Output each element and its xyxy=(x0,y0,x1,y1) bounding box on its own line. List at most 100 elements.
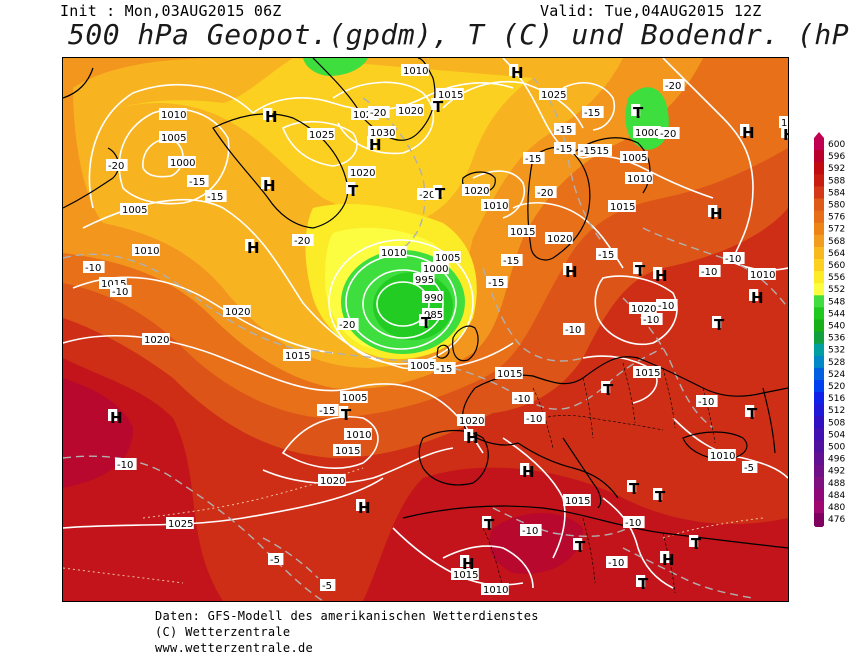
temperature-label: -10 xyxy=(723,252,745,265)
pressure-label: 1010 xyxy=(379,246,407,259)
pressure-label-box xyxy=(223,305,251,317)
temperature-label-box xyxy=(83,261,105,273)
high-pressure-marker-text: H xyxy=(247,239,260,257)
pressure-label-box xyxy=(368,126,396,138)
low-pressure-marker: T xyxy=(339,406,352,424)
high-pressure-marker-text: H xyxy=(358,499,371,517)
temperature-label: -15 xyxy=(187,175,209,188)
pressure-label: 1005 xyxy=(340,391,368,404)
temperature-label: -10 xyxy=(524,412,546,425)
temperature-label: -10 xyxy=(696,395,718,408)
pressure-label-box xyxy=(508,225,536,237)
high-pressure-marker: H xyxy=(653,267,668,285)
pressure-label-box xyxy=(348,166,376,178)
pressure-label-text: 1005 xyxy=(342,393,367,404)
temperature-label-box xyxy=(523,152,545,164)
temperature-label: -10 xyxy=(623,516,645,529)
temperature-label-text: -10 xyxy=(701,267,717,278)
temperature-label-box xyxy=(524,412,546,424)
low-pressure-marker-box xyxy=(419,314,429,326)
chart-title: 500 hPa Geopot.(gpdm), T (C) und Bodendr… xyxy=(68,18,850,51)
low-pressure-marker-box xyxy=(653,488,663,500)
pressure-label-text: 1020 xyxy=(398,106,423,117)
temperature-label: -10 xyxy=(110,285,132,298)
temperature-label-box xyxy=(434,362,456,374)
pressure-label: 1025 xyxy=(539,88,567,101)
pressure-label-box xyxy=(633,366,661,378)
legend-value: 556 xyxy=(828,273,845,283)
pressure-label-box xyxy=(608,200,636,212)
legend-arrow-down-icon xyxy=(814,525,824,527)
high-pressure-marker: H xyxy=(367,136,382,154)
pressure-label-box xyxy=(168,156,196,168)
legend-value: 588 xyxy=(828,176,845,186)
pressure-label: 1015 xyxy=(508,225,536,238)
low-pressure-marker-box xyxy=(636,575,646,587)
temperature-label: -15 xyxy=(434,362,456,375)
legend-value: 584 xyxy=(828,188,845,198)
pressure-label: 1000 xyxy=(421,262,449,275)
legend-swatch xyxy=(814,416,824,429)
pressure-label: 1010 xyxy=(344,428,372,441)
pressure-label-box xyxy=(159,131,187,143)
high-pressure-marker-box xyxy=(356,499,366,511)
legend-swatch xyxy=(814,198,824,212)
legend-swatch xyxy=(814,150,824,163)
temperature-label-box xyxy=(106,159,128,171)
high-pressure-marker-text: H xyxy=(462,555,475,573)
temperature-label-text: -20 xyxy=(370,108,386,119)
temperature-label-box xyxy=(320,579,336,591)
high-pressure-marker: H xyxy=(749,289,764,307)
pressure-label: 1015 xyxy=(633,366,661,379)
temperature-label-text: -15 xyxy=(556,144,572,155)
pressure-label-text: 1005 xyxy=(410,361,435,372)
legend-value: 532 xyxy=(828,346,845,356)
pressure-label-text: 1010 xyxy=(750,270,775,281)
pressure-label: 1020 xyxy=(142,333,170,346)
pressure-label: 990 xyxy=(422,291,444,304)
pressure-label-text: 1020 xyxy=(464,186,489,197)
footer-data-source: Daten: GFS-Modell des amerikanischen Wet… xyxy=(155,609,539,623)
legend-value: 480 xyxy=(828,503,845,513)
high-pressure-marker: H xyxy=(509,64,524,82)
high-pressure-marker-text: H xyxy=(265,108,278,126)
low-pressure-marker: T xyxy=(482,516,495,534)
legend-swatch xyxy=(814,343,824,357)
legend-swatch xyxy=(814,283,824,296)
low-pressure-marker-box xyxy=(573,538,583,550)
pressure-label: 1015 xyxy=(436,88,464,101)
temperature-label-text: -10 xyxy=(522,526,538,537)
pressure-label: 1000 xyxy=(168,156,196,169)
temperature-label-box xyxy=(292,234,314,246)
pressure-label: 1015 xyxy=(608,200,636,213)
pressure-label-text: 1005 xyxy=(435,253,460,264)
legend-swatch xyxy=(814,452,824,466)
pressure-label-text: 990 xyxy=(424,293,443,304)
pressure-label-box xyxy=(422,291,444,303)
pressure-label: 1020 xyxy=(396,104,424,117)
pressure-label: 1020 xyxy=(223,305,251,318)
pressure-label-box xyxy=(283,349,311,361)
temperature-label: -20 xyxy=(106,159,128,172)
pressure-label: 1020 xyxy=(318,474,346,487)
pressure-label: 1015 xyxy=(451,568,479,581)
low-pressure-marker: T xyxy=(627,480,640,498)
pressure-label: 1020 xyxy=(629,302,657,315)
high-pressure-marker-box xyxy=(781,126,788,138)
temperature-label-text: -10 xyxy=(658,301,674,312)
high-pressure-marker: H xyxy=(460,555,475,573)
temperature-label-box xyxy=(554,142,576,154)
low-pressure-marker: T xyxy=(573,538,586,556)
low-pressure-marker: T xyxy=(745,405,758,423)
pressure-label-box xyxy=(401,64,429,76)
low-pressure-marker: T xyxy=(601,381,614,399)
temperature-label-text: -10 xyxy=(85,263,101,274)
legend-value: 536 xyxy=(828,334,845,344)
temperature-labels: -20-15-15-20-10-10-20-20-20-15-15-15-15-… xyxy=(83,79,758,592)
pressure-label-text: 1020 xyxy=(320,476,345,487)
temperature-label-box xyxy=(582,106,604,118)
temperature-label-box xyxy=(699,265,721,277)
temperature-label-box xyxy=(486,276,508,288)
low-pressure-marker-text: T xyxy=(655,488,666,506)
high-pressure-marker-text: H xyxy=(511,64,524,82)
